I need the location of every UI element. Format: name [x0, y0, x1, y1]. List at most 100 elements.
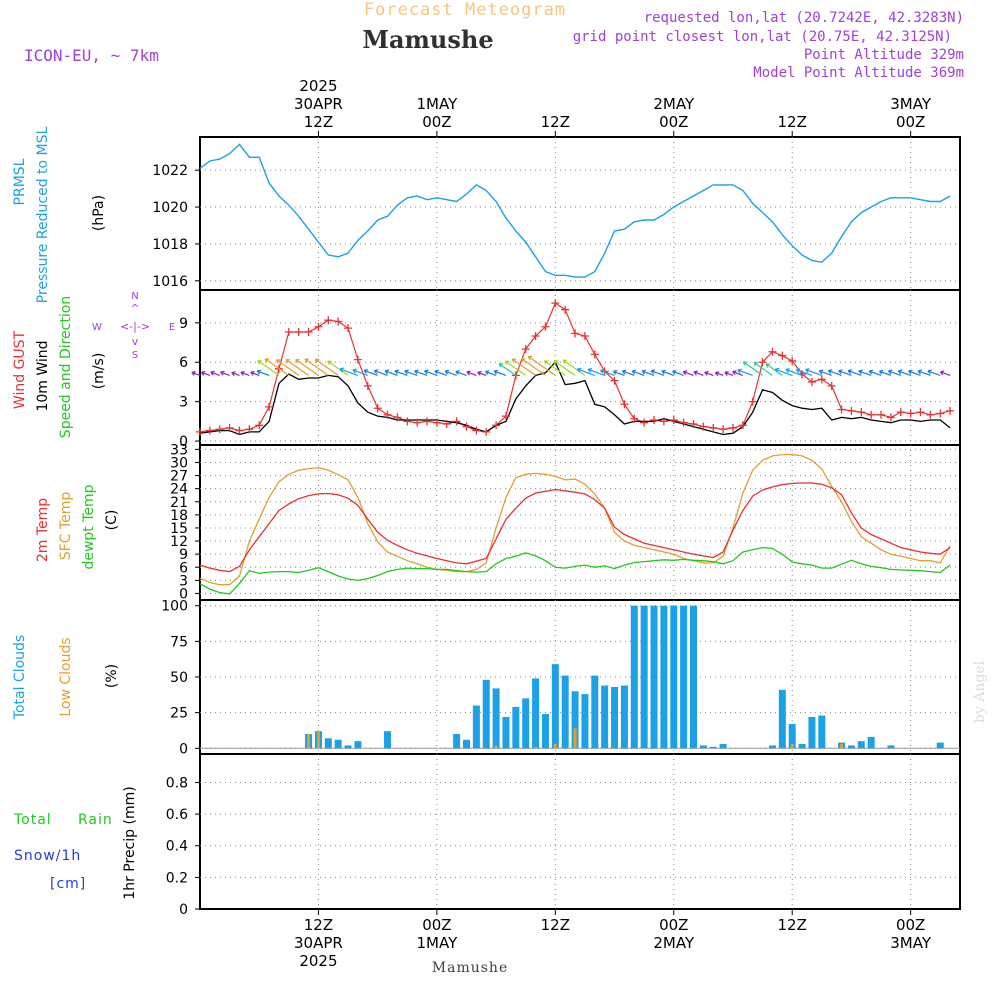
value-tick-label: 6: [179, 355, 188, 371]
compass-e: E: [169, 322, 175, 333]
wind-direction-arrow: [264, 358, 290, 376]
wind-direction-arrow: [231, 371, 240, 377]
gust-marker: [620, 400, 629, 409]
series-line-10m-wind: [199, 361, 951, 436]
time-label-top: 12Z: [778, 113, 807, 131]
wind-direction-arrow: [304, 358, 329, 376]
gust-marker: [679, 418, 688, 427]
low-clouds-label: Low Clouds: [58, 637, 74, 716]
wind-direction-arrow: [737, 368, 753, 376]
wind-direction-arrow: [612, 370, 625, 376]
wind-direction-arrow: [818, 369, 832, 376]
total-cloud-bar: [719, 744, 727, 749]
value-tick-label: 15: [170, 521, 188, 537]
pressure-label-msl: Pressure Reduced to MSL: [35, 126, 51, 303]
wind-direction-arrow: [621, 369, 635, 376]
time-label-top: 3MAY: [890, 95, 932, 113]
total-cloud-bar: [472, 705, 480, 749]
gust-marker: [640, 418, 649, 427]
gust-marker: [383, 410, 392, 419]
gust-marker: [344, 324, 353, 333]
panel-frame-1: [199, 289, 961, 446]
gust-marker: [235, 426, 244, 435]
gust-marker: [610, 376, 619, 385]
time-label-bottom: 00Z: [659, 916, 688, 934]
gust-marker: [314, 322, 323, 331]
value-tick-label: 0: [179, 741, 188, 757]
total-cloud-bar: [522, 698, 530, 749]
wind-direction-arrow: [576, 367, 596, 376]
total-cloud-bar: [611, 686, 619, 749]
total-cloud-bar: [512, 706, 520, 749]
total-cloud-bar: [541, 714, 549, 749]
total-cloud-bar: [571, 691, 579, 749]
gust-marker: [571, 329, 580, 338]
total-cloud-bar: [650, 605, 658, 749]
total-cloud-bar: [640, 605, 648, 749]
wind-direction-arrow: [257, 360, 280, 376]
compass-n: N: [131, 291, 138, 302]
value-tick-label: 0.8: [166, 775, 188, 791]
time-label-bottom: 1MAY: [417, 934, 459, 952]
wind-direction-arrow: [795, 368, 813, 376]
requested-coords: requested lon,lat (20.7242E, 42.3283N): [644, 10, 964, 26]
gust-marker: [196, 427, 204, 436]
wind-gust-label: Wind GUST: [12, 330, 28, 409]
wind-direction-arrow: [917, 369, 931, 376]
wind-direction-arrow: [908, 369, 921, 376]
grid-point-coords: grid point closest lon,lat (20.75E, 42.3…: [573, 29, 952, 45]
point-altitude: Point Altitude 329m: [804, 47, 964, 63]
wind-direction-arrow: [455, 370, 467, 376]
wind-direction-arrow: [295, 359, 319, 376]
value-tick-label: 0: [179, 902, 188, 918]
gust-marker: [561, 305, 570, 314]
gust-marker: [551, 299, 560, 308]
value-tick-label: 21: [170, 495, 188, 511]
total-cloud-bar: [808, 716, 816, 749]
wind-direction-arrow: [682, 370, 694, 376]
gust-marker: [492, 421, 501, 430]
precip-total-label: Total: [13, 812, 52, 828]
value-tick-label: 12: [170, 534, 188, 550]
gust-marker: [215, 425, 224, 434]
value-tick-label: 50: [170, 670, 188, 686]
time-label-bottom: 00Z: [422, 916, 451, 934]
wind-direction-arrow: [504, 360, 527, 376]
time-label-top: 1MAY: [417, 95, 459, 113]
wind-direction-arrow: [210, 370, 220, 376]
wind-direction-arrow: [939, 370, 951, 376]
gust-marker: [265, 402, 274, 411]
wind-direction-arrow: [774, 367, 793, 376]
gust-marker: [590, 350, 599, 359]
precip-unit: 1hr Precip (mm): [122, 786, 138, 899]
time-label-top: 00Z: [896, 113, 925, 131]
total-cloud-bar: [561, 675, 569, 749]
wind-direction-arrow: [887, 369, 901, 376]
total-cloud-bar: [847, 745, 855, 749]
total-cloud-bar: [936, 742, 944, 749]
wind-direction-arrow: [553, 360, 576, 376]
total-cloud-bar: [670, 605, 678, 749]
wind-direction-arrow: [191, 371, 201, 376]
value-tick-label: 0.6: [166, 807, 188, 823]
svg-text:^: ^: [130, 302, 139, 315]
total-cloud-bar: [778, 689, 786, 749]
total-cloud-bar: [788, 724, 796, 749]
temp-unit: (C): [104, 510, 120, 531]
wind-direction-arrow: [672, 370, 684, 376]
wind-direction-arrow: [414, 369, 428, 376]
time-label-bottom: 12Z: [304, 916, 333, 934]
gust-marker: [926, 410, 935, 419]
precip-snow-unit: [cm]: [50, 876, 86, 892]
gust-marker: [304, 328, 313, 337]
gust-marker: [699, 422, 708, 431]
gust-marker: [719, 425, 728, 434]
wind-direction-arrow: [714, 371, 724, 377]
gust-marker: [778, 351, 787, 360]
wind-direction-arrow: [838, 369, 852, 376]
gust-marker: [906, 409, 915, 418]
wind-10m-label: 10m Wind: [35, 340, 51, 411]
low-cloud-bar: [790, 744, 794, 749]
wind-direction-arrow: [220, 370, 230, 376]
wind-direction-arrow: [200, 370, 211, 376]
